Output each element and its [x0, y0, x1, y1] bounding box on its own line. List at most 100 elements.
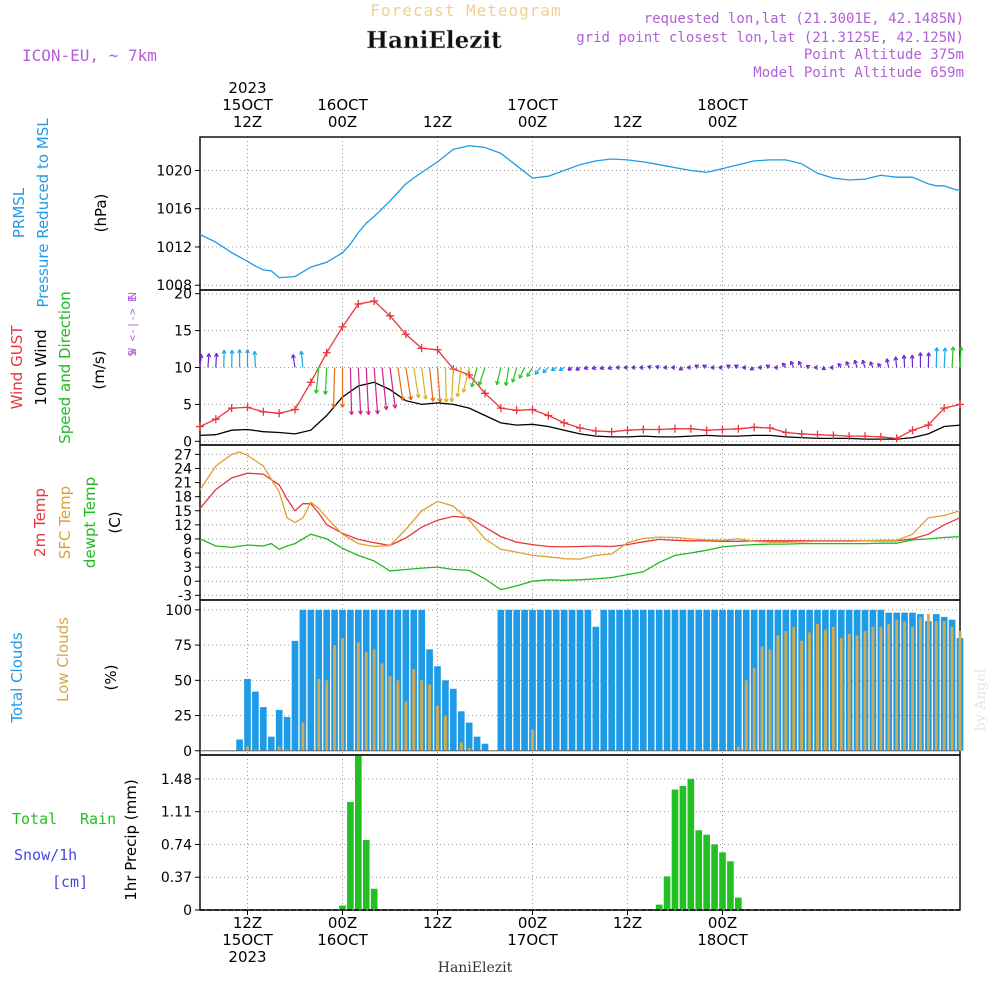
low-clouds-bar	[887, 623, 891, 751]
wind-direction-arrow	[292, 354, 296, 368]
total-clouds-bar	[608, 609, 615, 751]
wind-gust-marker	[876, 432, 885, 441]
wind-gust-marker	[940, 404, 949, 413]
wind-gust-label: Wind GUST	[8, 325, 26, 410]
wind-direction-arrow	[471, 367, 478, 388]
total-clouds-bar	[679, 609, 687, 751]
wind-direction-arrowhead	[323, 390, 328, 395]
wind-direction-arrow	[478, 367, 486, 386]
low-clouds-bar	[871, 626, 875, 751]
low-clouds-bar	[760, 646, 764, 751]
rain-bar	[679, 786, 687, 910]
wind-direction-arrowhead	[765, 364, 771, 369]
temperature-tick-label: 12	[174, 518, 192, 534]
wind-direction-arrow	[886, 358, 890, 368]
low-clouds-bar	[253, 749, 257, 751]
low-clouds-bar	[325, 680, 329, 751]
low-clouds-bar	[792, 626, 796, 751]
wind-direction-arrow	[861, 359, 866, 368]
pressure-panel-frame	[199, 136, 961, 291]
wind-direction-arrow	[444, 367, 447, 403]
low-clouds-bar	[364, 652, 368, 751]
low-clouds-bar	[839, 638, 843, 751]
low-clouds-bar	[903, 621, 907, 751]
precip-tick-label: 0.74	[161, 837, 192, 853]
rain-bar	[671, 789, 679, 910]
wind-10m-label: 10m Wind	[32, 329, 50, 405]
bottom-time-label: 2023	[228, 948, 266, 966]
low-clouds-bar	[847, 633, 851, 751]
wind-gust-marker	[386, 311, 394, 320]
total-clouds-bar	[695, 609, 703, 751]
wind-direction-arrowhead	[647, 364, 652, 370]
total-clouds-bar	[252, 691, 259, 751]
total-clouds-bar	[260, 707, 267, 751]
location-title: HaniElezit	[366, 27, 502, 54]
wind-direction-arrowhead	[349, 410, 354, 416]
wind-gust-line	[199, 300, 961, 440]
wind-direction-arrowhead	[221, 349, 227, 354]
temperature-tick-label: 18	[174, 490, 192, 506]
pressure-label-prmsl: PRMSL	[10, 187, 28, 238]
clouds-tick-label: 0	[183, 744, 192, 760]
model-point-altitude: Model Point Altitude 659m	[753, 65, 964, 81]
clouds-tick-label: 75	[174, 638, 192, 654]
bottom-time-label: 00Z	[328, 914, 357, 932]
temperature-tick-label: 9	[183, 532, 192, 548]
temperature-tick-label: 21	[174, 476, 192, 492]
wind-direction-arrowhead	[558, 366, 564, 372]
wind-direction-arrowhead	[742, 365, 747, 370]
wind-direction-arrowhead	[845, 361, 850, 366]
wind-direction-arrowhead	[495, 380, 500, 386]
total-clouds-bar	[529, 609, 536, 751]
wind-direction-arrowhead	[237, 349, 243, 354]
wind-direction-arrowhead	[198, 354, 204, 359]
total-clouds-bar	[236, 739, 243, 751]
low-clouds-bar	[459, 742, 463, 751]
total-clouds-bar	[727, 609, 734, 751]
wind-unit-label: (m/s)	[90, 350, 108, 389]
wind-gust-marker	[496, 404, 505, 413]
total-clouds-bar	[655, 609, 663, 751]
low-clouds-bar	[950, 626, 954, 751]
wind-direction-arrowhead	[726, 364, 731, 369]
wind-direction-arrowhead	[314, 389, 319, 394]
wind-direction-arrowhead	[392, 404, 398, 409]
wind-direction-arrowhead	[671, 365, 676, 370]
wind-gust-marker	[465, 370, 474, 379]
low-clouds-bar	[752, 667, 756, 751]
wind-direction-arrowhead	[926, 352, 932, 357]
pressure-series-line	[199, 144, 961, 279]
temp-unit-label: (C)	[106, 511, 124, 533]
wind-direction-arrow	[436, 367, 441, 403]
wind-gust-marker	[544, 411, 553, 420]
wind-direction-arrowhead	[526, 372, 531, 378]
wind-direction-arrowhead	[430, 397, 436, 402]
wind-direction-arrowhead	[358, 410, 363, 415]
wind-direction-arrowhead	[615, 365, 620, 370]
clouds-unit-label: (%)	[102, 665, 120, 691]
rain-bar	[687, 778, 695, 910]
wind-direction-arrow	[365, 367, 370, 415]
total-clouds-bar	[267, 736, 275, 751]
total-clouds-bar	[299, 609, 307, 751]
wind-gust-marker	[924, 421, 933, 430]
wind-direction-arrow	[215, 353, 218, 368]
temperature-tick-label: 15	[174, 504, 192, 520]
wind-direction-arrowhead	[599, 365, 605, 371]
wind-direction-arrowhead	[694, 364, 699, 369]
wind-compass-s: S	[126, 349, 139, 356]
low-clouds-bar	[958, 631, 962, 751]
wind-direction-arrowhead	[470, 382, 475, 388]
wind-gust-marker	[734, 424, 743, 433]
low-clouds-bar	[285, 749, 289, 751]
precip-snow-unit-label: [cm]	[52, 873, 88, 891]
low-clouds-bar	[934, 621, 938, 751]
total-clouds-bar	[735, 609, 742, 751]
wind-direction-arrowhead	[655, 364, 660, 370]
rain-bar	[695, 830, 703, 910]
wind-direction-arrow	[496, 367, 502, 385]
low-clouds-bar	[736, 746, 740, 751]
temperature-tick-label: 3	[183, 560, 192, 576]
total-clouds-bar	[703, 609, 710, 751]
